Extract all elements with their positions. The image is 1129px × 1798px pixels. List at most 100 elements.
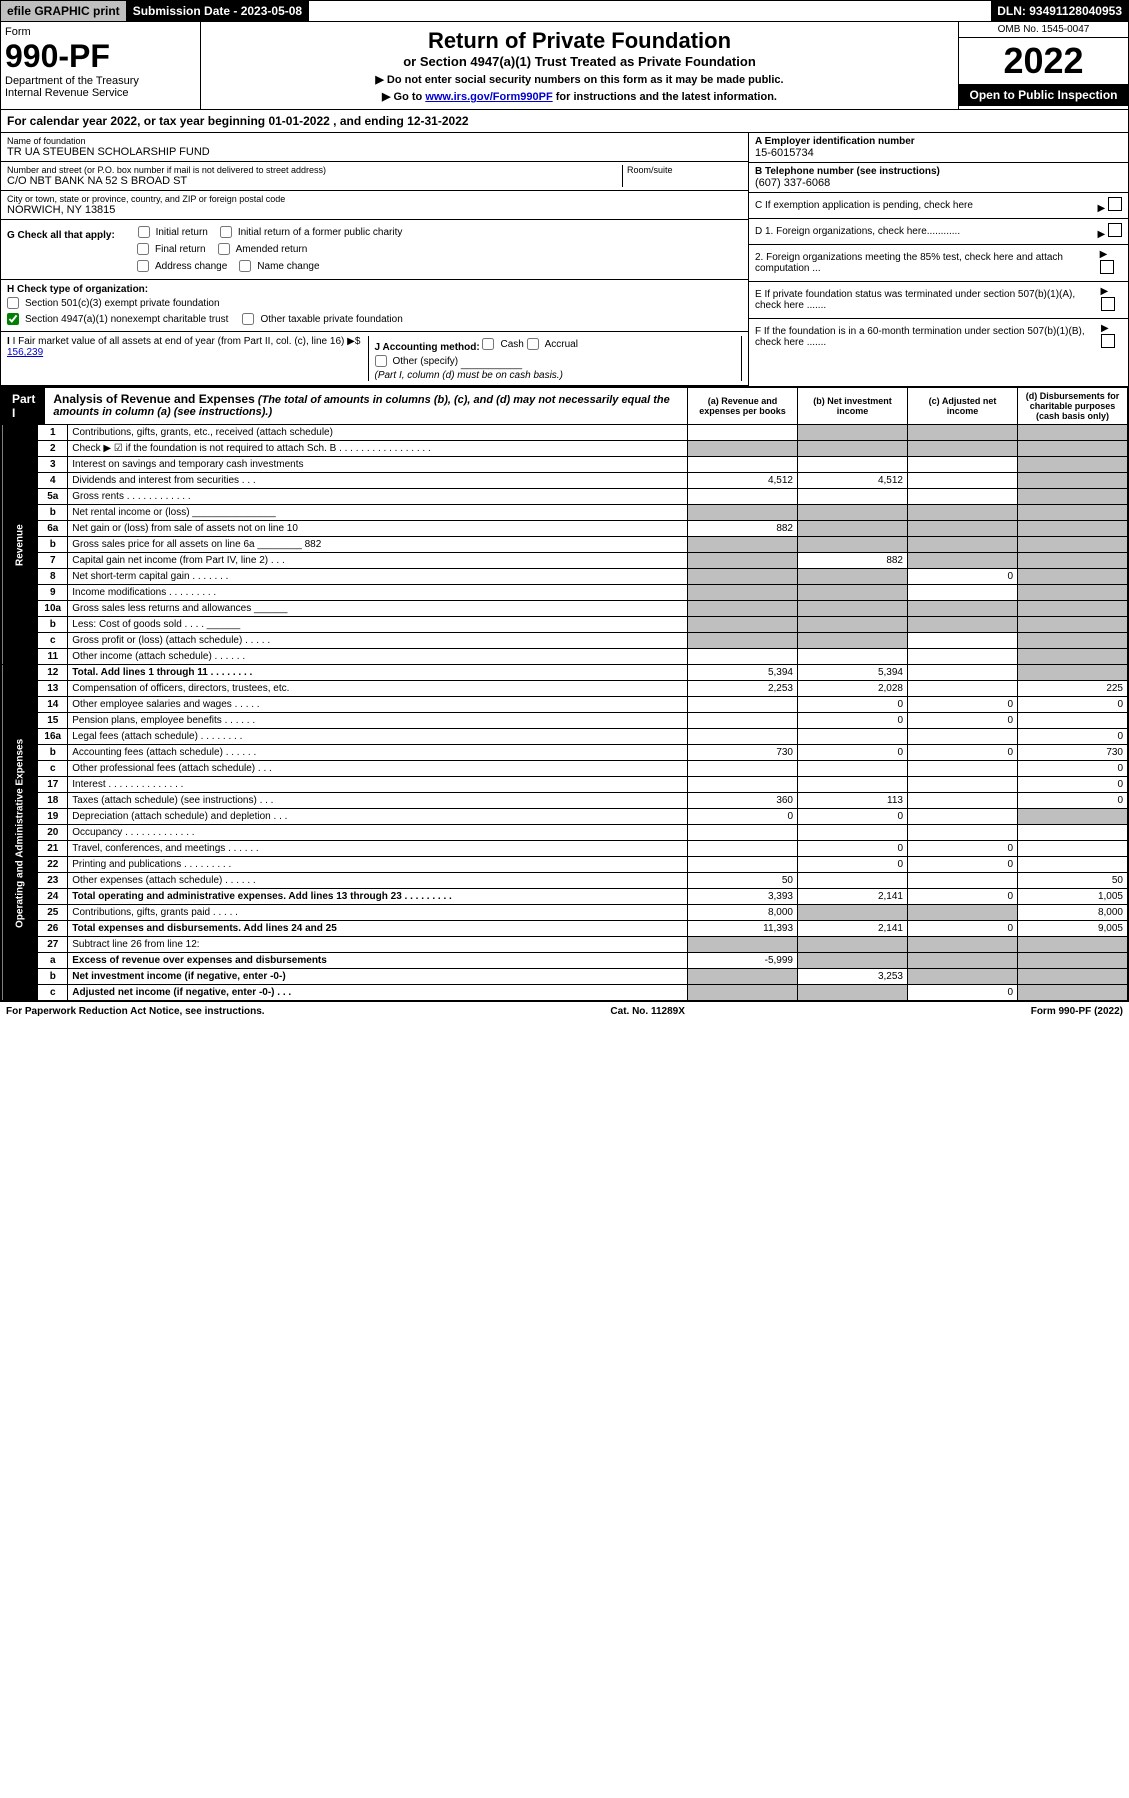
form-title: Return of Private Foundation: [207, 28, 952, 54]
table-row: cOther professional fees (attach schedul…: [2, 761, 1128, 777]
info-grid: Name of foundation TR UA STEUBEN SCHOLAR…: [0, 133, 1129, 387]
line-number: 24: [38, 889, 68, 905]
line-desc: Gross sales price for all assets on line…: [68, 537, 688, 553]
line-desc: Printing and publications . . . . . . . …: [68, 857, 688, 873]
table-row: 2Check ▶ ☑ if the foundation is not requ…: [2, 441, 1128, 457]
cell-dd: [1018, 649, 1128, 665]
cell-dd: 0: [1018, 729, 1128, 745]
line-desc: Total expenses and disbursements. Add li…: [68, 921, 688, 937]
cell-c: 0: [908, 713, 1018, 729]
table-row: 5aGross rents . . . . . . . . . . . .: [2, 489, 1128, 505]
other-method-check[interactable]: [375, 355, 387, 367]
cell-dd: 1,005: [1018, 889, 1128, 905]
other-taxable-check[interactable]: [242, 313, 254, 325]
table-row: 22Printing and publications . . . . . . …: [2, 857, 1128, 873]
cell-a: 4,512: [688, 473, 798, 489]
cell-b: 2,141: [798, 921, 908, 937]
line-number: 27: [38, 937, 68, 953]
tax-year: 2022: [959, 38, 1128, 84]
cell-a: [688, 425, 798, 441]
cell-c: 0: [908, 857, 1018, 873]
cell-b: [798, 905, 908, 921]
note-link: ▶ Go to www.irs.gov/Form990PF for instru…: [207, 90, 952, 103]
cell-a: 3,393: [688, 889, 798, 905]
amended-return-check[interactable]: [218, 243, 230, 255]
cell-b: [798, 761, 908, 777]
section-c: C If exemption application is pending, c…: [755, 200, 973, 211]
line-number: b: [38, 617, 68, 633]
line-number: 16a: [38, 729, 68, 745]
cell-dd: [1018, 937, 1128, 953]
line-number: 23: [38, 873, 68, 889]
line-desc: Accounting fees (attach schedule) . . . …: [68, 745, 688, 761]
col-d: (d) Disbursements for charitable purpose…: [1018, 388, 1128, 425]
table-row: 14Other employee salaries and wages . . …: [2, 697, 1128, 713]
cell-c: [908, 793, 1018, 809]
fmv-link[interactable]: 156,239: [7, 347, 43, 358]
table-row: cGross profit or (loss) (attach schedule…: [2, 633, 1128, 649]
cell-b: [798, 633, 908, 649]
line-desc: Occupancy . . . . . . . . . . . . .: [68, 825, 688, 841]
501c3-check[interactable]: [7, 297, 19, 309]
cell-dd: [1018, 601, 1128, 617]
cell-a: [688, 985, 798, 1001]
cash-check[interactable]: [482, 338, 494, 350]
line-number: b: [38, 537, 68, 553]
cell-c: [908, 761, 1018, 777]
cell-a: [688, 601, 798, 617]
name-change-check[interactable]: [239, 260, 251, 272]
cell-dd: [1018, 969, 1128, 985]
table-row: 18Taxes (attach schedule) (see instructi…: [2, 793, 1128, 809]
line-number: c: [38, 985, 68, 1001]
line-desc: Contributions, gifts, grants paid . . . …: [68, 905, 688, 921]
cell-a: [688, 697, 798, 713]
line-number: a: [38, 953, 68, 969]
cell-c: 0: [908, 841, 1018, 857]
table-row: 27Subtract line 26 from line 12:: [2, 937, 1128, 953]
accrual-check[interactable]: [527, 338, 539, 350]
revenue-side-label: Revenue: [2, 425, 38, 665]
cell-b: [798, 617, 908, 633]
line-number: 20: [38, 825, 68, 841]
instructions-link[interactable]: www.irs.gov/Form990PF: [425, 91, 552, 103]
line-number: 11: [38, 649, 68, 665]
cell-b: 0: [798, 841, 908, 857]
line-number: 8: [38, 569, 68, 585]
cell-dd: [1018, 457, 1128, 473]
cell-dd: [1018, 425, 1128, 441]
address: C/O NBT BANK NA 52 S BROAD ST: [7, 175, 622, 187]
final-return-check[interactable]: [137, 243, 149, 255]
table-row: 6aNet gain or (loss) from sale of assets…: [2, 521, 1128, 537]
table-row: Revenue1Contributions, gifts, grants, et…: [2, 425, 1128, 441]
cell-c: 0: [908, 889, 1018, 905]
line-number: 13: [38, 681, 68, 697]
line-number: 17: [38, 777, 68, 793]
table-row: 26Total expenses and disbursements. Add …: [2, 921, 1128, 937]
line-desc: Interest . . . . . . . . . . . . . .: [68, 777, 688, 793]
cell-dd: [1018, 473, 1128, 489]
line-desc: Gross profit or (loss) (attach schedule)…: [68, 633, 688, 649]
cell-a: [688, 537, 798, 553]
address-change-check[interactable]: [137, 260, 149, 272]
cell-b: [798, 521, 908, 537]
cell-dd: [1018, 809, 1128, 825]
table-row: Operating and Administrative Expenses12T…: [2, 665, 1128, 681]
cell-b: [798, 777, 908, 793]
cell-a: -5,999: [688, 953, 798, 969]
table-row: 16aLegal fees (attach schedule) . . . . …: [2, 729, 1128, 745]
cell-c: [908, 441, 1018, 457]
cell-c: [908, 489, 1018, 505]
line-number: 9: [38, 585, 68, 601]
table-row: bNet investment income (if negative, ent…: [2, 969, 1128, 985]
cell-c: [908, 537, 1018, 553]
table-row: 13Compensation of officers, directors, t…: [2, 681, 1128, 697]
efile-button[interactable]: efile GRAPHIC print: [1, 1, 127, 21]
cell-c: [908, 473, 1018, 489]
cell-dd: 0: [1018, 793, 1128, 809]
cell-c: [908, 825, 1018, 841]
cell-b: [798, 585, 908, 601]
initial-public-check[interactable]: [220, 226, 232, 238]
4947-check[interactable]: [7, 313, 19, 325]
initial-return-check[interactable]: [138, 226, 150, 238]
cell-a: 360: [688, 793, 798, 809]
